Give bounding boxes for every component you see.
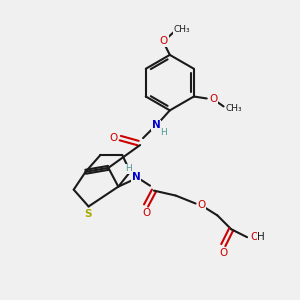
- Text: H: H: [257, 232, 265, 242]
- Text: O: O: [209, 94, 218, 104]
- Text: O: O: [197, 200, 206, 211]
- Text: N: N: [152, 120, 160, 130]
- Text: CH₃: CH₃: [173, 25, 190, 34]
- Text: N: N: [132, 172, 140, 182]
- Text: O: O: [160, 36, 168, 46]
- Text: O: O: [219, 248, 227, 258]
- Text: H: H: [160, 128, 167, 137]
- Text: CH₃: CH₃: [225, 104, 242, 113]
- Text: O: O: [250, 232, 258, 242]
- Text: H: H: [125, 164, 132, 173]
- Text: O: O: [142, 208, 150, 218]
- Text: S: S: [84, 209, 91, 219]
- Text: O: O: [109, 133, 118, 143]
